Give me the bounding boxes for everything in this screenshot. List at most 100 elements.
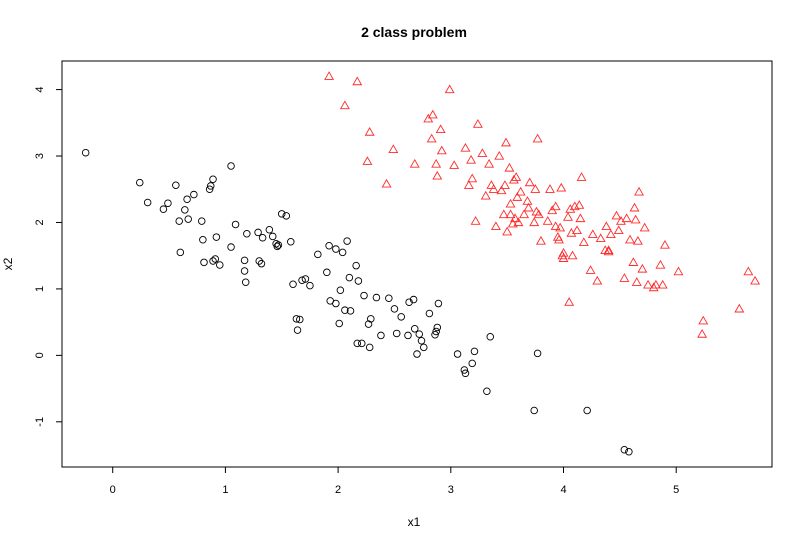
class2-point [505,198,516,208]
class1-point [410,325,419,333]
class1-point [212,233,221,241]
class2-point [587,229,598,239]
class1-point [530,406,538,415]
class2-point [339,100,350,110]
class1-point [434,299,443,308]
class1-point [255,257,263,265]
class2-point [601,221,612,231]
class2-point [490,221,501,231]
x-tick-label: 0 [110,484,116,496]
class2-point [576,172,587,181]
class1-point [385,294,393,302]
class2-point [545,184,555,193]
class2-point [592,275,603,285]
class1-point [190,190,198,199]
class1-point [417,336,426,345]
class1-point [453,350,462,358]
class1-point [425,309,434,318]
class2-point [558,253,569,262]
class1-point [420,343,428,352]
class2-point [655,259,666,269]
class2-point [743,266,754,276]
y-axis-label: x2 [1,257,15,270]
class2-point [650,279,661,289]
class2-point [603,245,614,254]
class2-point [550,221,561,231]
x-tick-label: 5 [673,484,679,496]
class2-point [519,209,530,219]
class1-point [241,278,250,287]
class2-point [619,273,630,282]
class1-point [483,387,491,395]
class2-point [501,137,512,147]
class1-point [533,349,542,358]
class2-point [574,200,585,209]
class1-point [405,298,413,306]
class2-point [634,186,644,196]
class2-point [388,144,399,153]
chart-title: 2 class problem [361,24,467,40]
class2-point [639,222,650,232]
class1-point [200,258,208,267]
class1-point [176,248,185,257]
class2-point [535,235,546,245]
class1-point [301,275,310,283]
class1-point [211,255,220,263]
class1-point [199,235,207,244]
class2-point [364,126,375,136]
class2-point [496,185,507,195]
class2-point [444,84,455,94]
class2-point [605,229,616,239]
class1-point [293,326,302,334]
class1-point [367,315,375,323]
class2-point [432,170,443,180]
class1-point [175,217,183,225]
class2-point [565,204,576,213]
class2-point [564,297,575,306]
class1-point [404,331,412,340]
class2-point [578,237,589,247]
class1-point [392,329,401,338]
class1-point [136,178,144,187]
class2-point [558,247,569,257]
class2-point [352,76,363,86]
class1-point [460,366,469,374]
class2-point [595,233,606,243]
class2-point [750,275,761,285]
class2-point [522,196,533,205]
class2-point [533,209,544,219]
class1-point [341,306,349,314]
class2-point [630,214,641,224]
class1-point [273,242,282,251]
class2-point [488,184,499,193]
class1-point [265,226,274,234]
class2-point [511,172,522,181]
class1-point [377,331,385,340]
class2-point [673,266,684,276]
class2-point [530,184,541,193]
class2-point [563,212,573,221]
class2-point [362,156,373,165]
class1-point [278,210,286,218]
class2-point [555,222,566,232]
class2-point [515,186,526,196]
class1-point [372,293,381,302]
class2-point [524,177,535,187]
class1-point [431,331,439,339]
x-tick-label: 3 [448,484,454,496]
class2-point [467,173,478,183]
y-tick-label: 2 [34,219,46,225]
class2-point [484,158,495,168]
class1-point [296,315,304,324]
class2-point [498,209,509,219]
class1-point [164,199,172,207]
class1-point [254,228,262,237]
class2-point [477,148,488,157]
class1-point [345,273,354,282]
class2-point [510,213,521,223]
class2-point [697,328,708,338]
class2-point [585,265,596,274]
class2-point [523,202,534,212]
class2-point [659,239,670,249]
class1-point [197,217,206,225]
